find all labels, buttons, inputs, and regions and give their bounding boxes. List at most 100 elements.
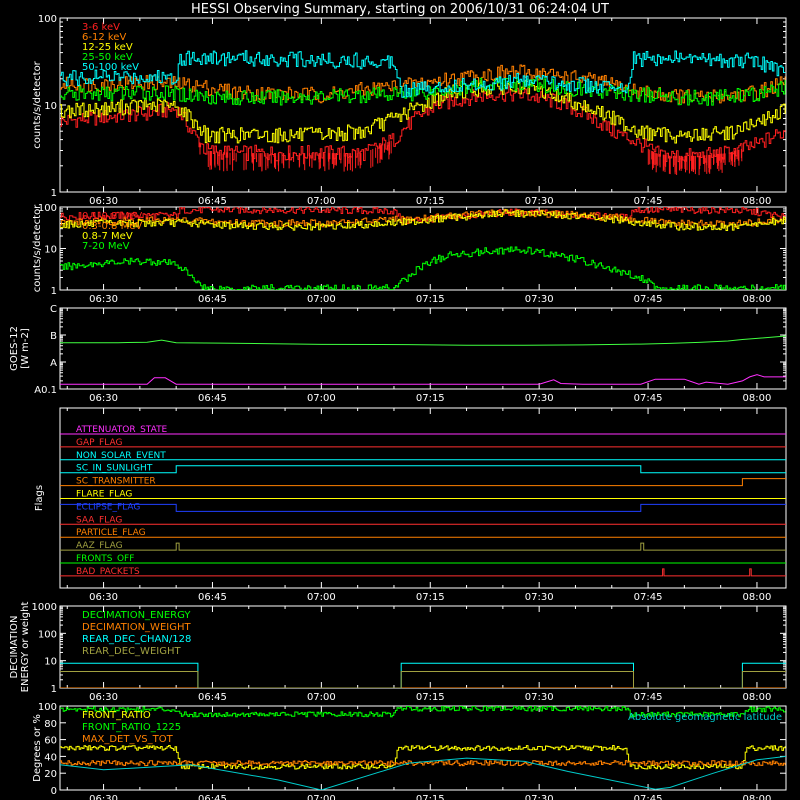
y-axis-label-line: [W m-2] (20, 328, 31, 369)
legend-entry: FRONT_RATIO_1225 (82, 722, 181, 733)
y-tick-label: C (50, 304, 57, 315)
x-tick-label: 08:00 (743, 794, 772, 800)
y-tick-label: 100 (38, 629, 57, 640)
panel-count-rates-high: 06:30 06:45 07:00 07:15 07:30 07:45 08:00 1 10 10… (32, 203, 787, 305)
y-tick-label: 1 (51, 286, 57, 297)
y-tick-label: A0.1 (34, 385, 57, 396)
flag-label: ATTENUATOR_STATE (76, 425, 168, 435)
flag-label: AAZ_FLAG (76, 541, 123, 551)
series-line-goes-long (60, 335, 786, 346)
legend-entry: 0.1-0.3 MeV (82, 211, 142, 222)
y-tick-label: 40 (44, 752, 57, 763)
x-tick-label: 06:30 (89, 794, 118, 800)
x-tick-label: 07:30 (525, 393, 554, 404)
y-axis-label-line: DECIMATION (9, 615, 20, 678)
x-tick-label: 06:45 (198, 692, 227, 703)
legend-entry: DECIMATION_WEIGHT (82, 622, 191, 633)
legend-entry: REAR_DEC_WEIGHT (82, 646, 181, 657)
x-tick-label: 06:30 (89, 294, 118, 305)
x-tick-label: 06:45 (198, 294, 227, 305)
x-tick-label: 07:45 (634, 692, 663, 703)
flag-label: FLARE_FLAG (76, 490, 132, 500)
x-tick-label: 07:15 (416, 692, 445, 703)
series-line-12-25-kev (60, 79, 786, 144)
legend-entry: REAR_DEC_CHAN/128 (82, 634, 191, 645)
x-tick-label: 06:30 (89, 592, 118, 603)
x-tick-label: 07:45 (634, 592, 663, 603)
flag-label: PARTICLE_FLAG (76, 528, 146, 538)
x-tick-label: 07:00 (307, 692, 336, 703)
flag-label: ECLIPSE_FLAG (76, 502, 140, 512)
x-tick-label: 07:45 (634, 294, 663, 305)
y-tick-label: 0 (51, 786, 57, 797)
x-tick-label: 08:00 (743, 592, 772, 603)
y-tick-label: 80 (44, 719, 57, 730)
plot-area (60, 662, 786, 688)
y-axis-label-line: GOES-12 (9, 326, 20, 371)
legend-entry: 50-100 keV (82, 62, 139, 73)
legend-entry: 3-6 keV (82, 22, 120, 33)
panels: 06:30 06:45 07:00 07:15 07:30 07:45 08:0011010… (9, 14, 787, 800)
flag-label: NON_SOLAR_EVENT (76, 451, 166, 461)
series-line-50-100-kev (60, 50, 786, 98)
panel-goes-flux: 06:30 06:45 07:00 07:15 07:30 07:45 08:00 A0.1 A… (9, 304, 787, 404)
legend-entry: 25-50 keV (82, 52, 133, 63)
y-axis-label: counts/s/detector (32, 204, 43, 292)
panel-frame (59, 307, 787, 390)
flag-label: SAA_FLAG (76, 515, 122, 525)
x-tick-label: 07:30 (525, 196, 554, 207)
flag-line-sc-in-sunlight (60, 465, 786, 474)
x-tick-label: 07:15 (416, 393, 445, 404)
x-tick-label: 06:30 (89, 196, 118, 207)
x-tick-label: 06:45 (198, 794, 227, 800)
series-line-goes-short (60, 374, 786, 385)
x-tick-label: 07:00 (307, 196, 336, 207)
series-line-7-20-mev (60, 246, 786, 290)
x-tick-label: 07:15 (416, 794, 445, 800)
plot-area (60, 335, 786, 385)
y-tick-label: 10 (44, 657, 57, 668)
x-tick-label: 07:15 (416, 196, 445, 207)
x-tick-label: 07:30 (525, 692, 554, 703)
y-tick-label: 100 (38, 203, 57, 214)
x-tick-label: 07:45 (634, 393, 663, 404)
legend-entry: 0.8-7 MeV (82, 231, 133, 242)
y-tick-label: 1000 (32, 602, 57, 613)
x-tick-label: 07:30 (525, 592, 554, 603)
y-tick-label: 1 (51, 188, 57, 199)
plot-area (60, 433, 786, 577)
flag-label: FRONTS_OFF (76, 554, 134, 564)
panel-flags: 06:30 06:45 07:00 07:15 07:30 07:45 08:00 Flags… (34, 407, 787, 603)
x-tick-label: 07:30 (525, 794, 554, 800)
flag-label: SC_IN_SUNLIGHT (76, 464, 153, 474)
plot-area (60, 50, 786, 176)
flag-line-sc-transmitter (60, 478, 786, 487)
legend-entry: 0.3-0.8 MeV (82, 221, 142, 232)
series-line-6-12-kev (60, 64, 786, 104)
x-tick-label: 07:00 (307, 794, 336, 800)
x-tick-label: 07:00 (307, 592, 336, 603)
x-tick-label: 08:00 (743, 294, 772, 305)
x-tick-label: 06:30 (89, 393, 118, 404)
series-line-3-6-kev (60, 86, 786, 163)
legend-entry: 7-20 MeV (82, 241, 130, 252)
series-line-rear-dec-weight (60, 671, 786, 688)
y-axis-label-line: ENERGY or weight (20, 602, 31, 693)
y-tick-label: 60 (44, 736, 57, 747)
legend-entry: FRONT_RATIO (82, 710, 151, 721)
x-tick-label: 08:00 (743, 196, 772, 207)
x-tick-label: 08:00 (743, 692, 772, 703)
flag-label: SC_TRANSMITTER (76, 477, 156, 487)
x-tick-label: 07:15 (416, 592, 445, 603)
legend-entry: MAX_DET_VS_TOT (82, 734, 174, 745)
flag-line-eclipse-flag (60, 503, 786, 512)
x-tick-label: 07:45 (634, 794, 663, 800)
x-tick-label: 07:15 (416, 294, 445, 305)
flag-line-aaz-flag (60, 542, 786, 551)
plot-area (60, 706, 786, 790)
y-tick-label: 1 (51, 684, 57, 695)
flag-label: GAP_FLAG (76, 438, 122, 448)
panel-count-rates-low: 06:30 06:45 07:00 07:15 07:30 07:45 08:00 1 10 10… (32, 14, 787, 207)
plot-area (60, 207, 786, 290)
